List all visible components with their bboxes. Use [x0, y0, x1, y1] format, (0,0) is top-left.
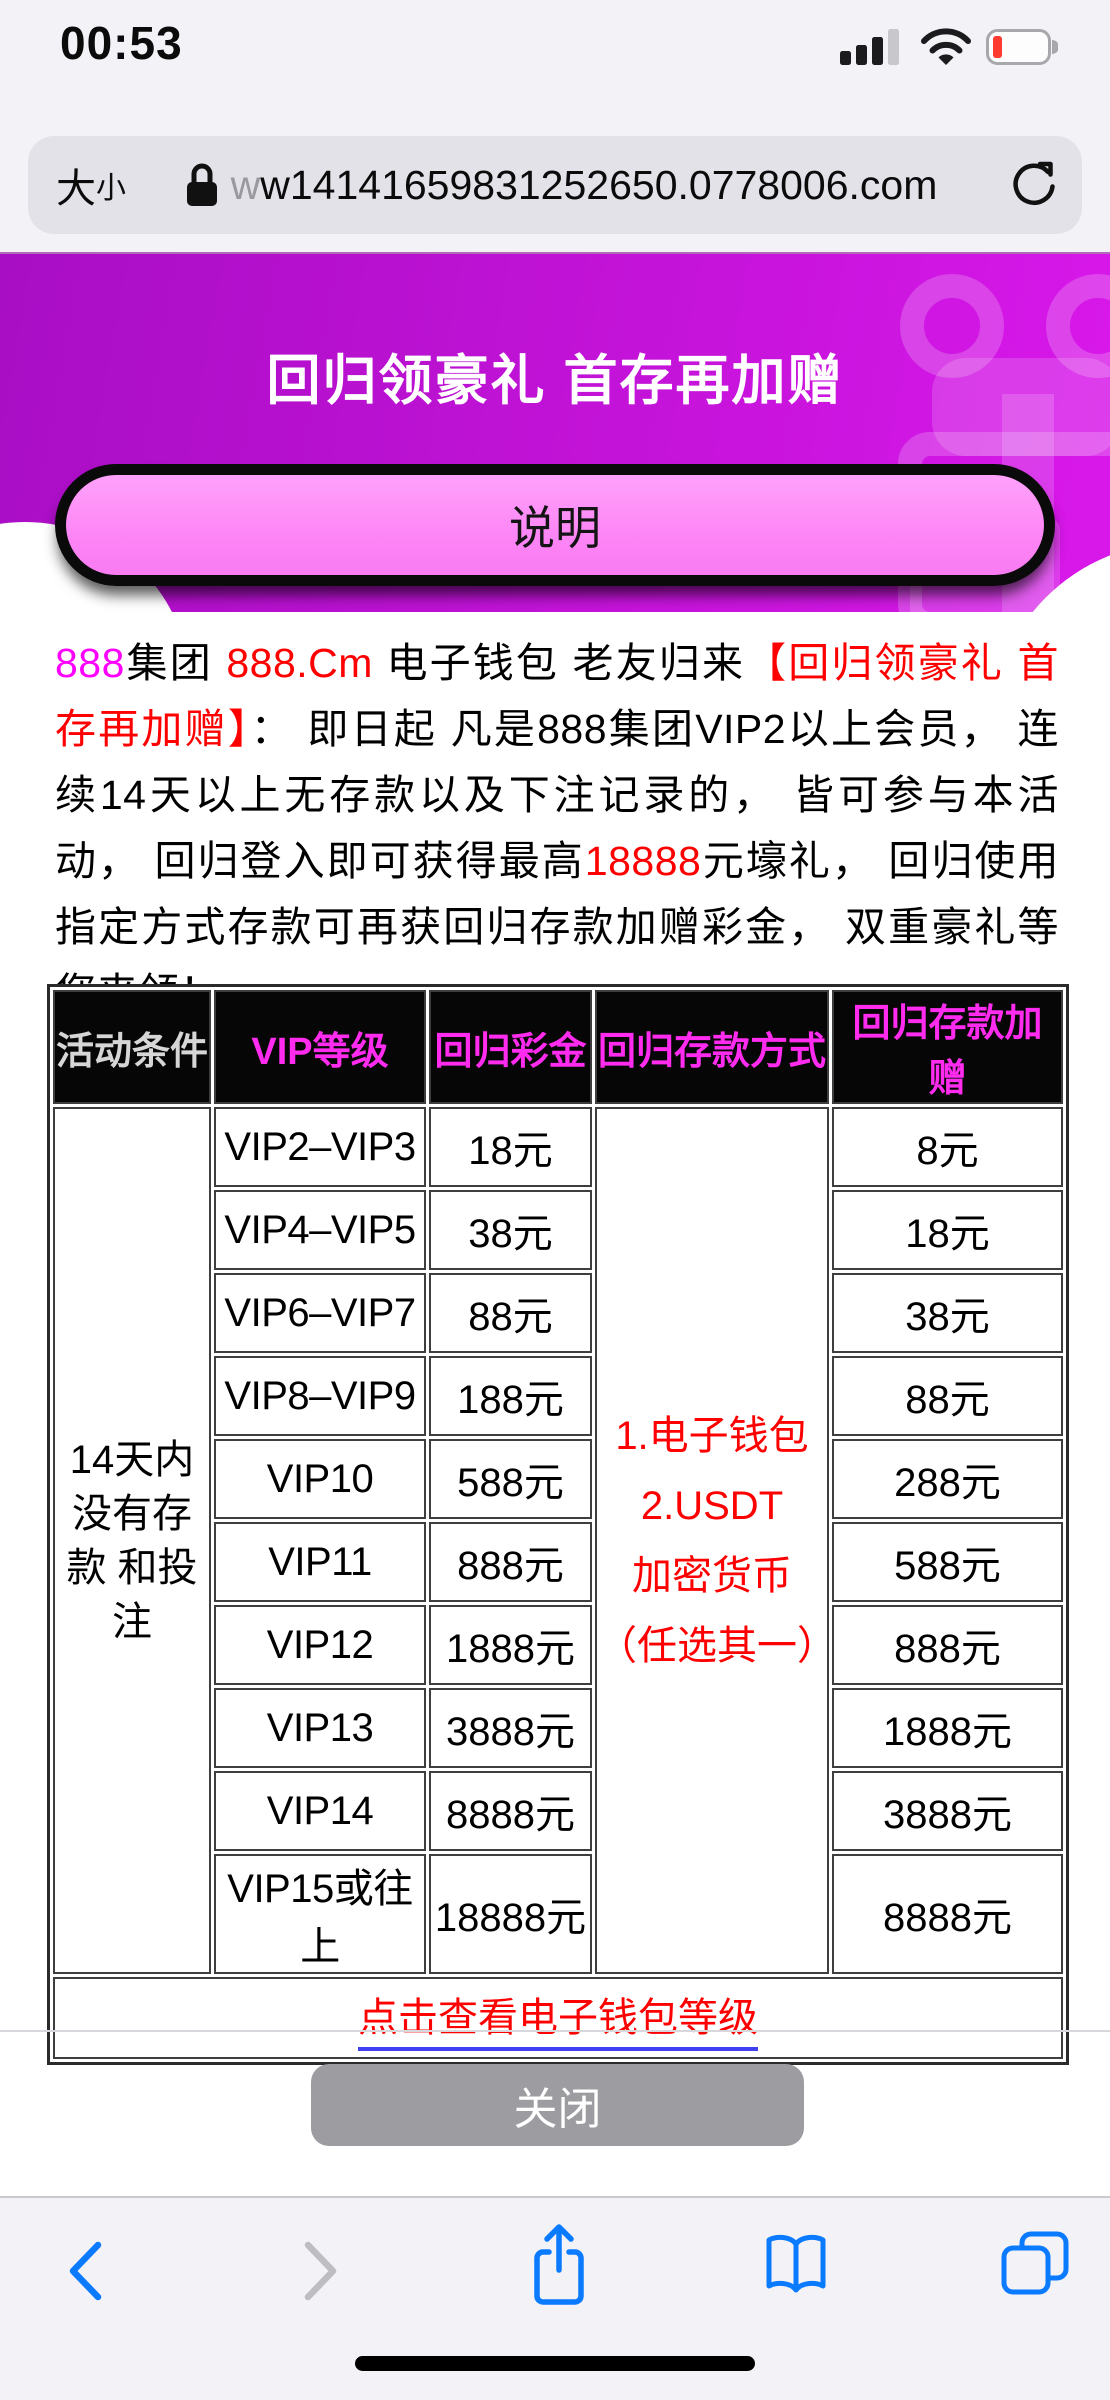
intro-segment: ： 即日起 凡是888集团VIP2以上会员， 连续14天以上无存款以及下注记录的…	[55, 706, 1059, 884]
header-condition: 活动条件	[53, 990, 211, 1104]
table-row: VIP13 3888元 1888元	[53, 1688, 1063, 1768]
close-button[interactable]: 关闭	[311, 2064, 804, 2146]
vip-bonus-table: 活动条件 VIP等级 回归彩金 回归存款方式 回归存款加赠 14天内 没有存款 …	[47, 984, 1069, 2065]
status-bar: 00:53	[0, 0, 1110, 128]
intro-segment: 888	[55, 640, 125, 686]
bookmarks-icon[interactable]	[762, 2232, 830, 2298]
home-indicator[interactable]	[355, 2356, 755, 2371]
battery-low-icon	[986, 29, 1058, 65]
text-size-button[interactable]: 大小	[56, 167, 126, 211]
address-bar[interactable]: 大小 ww14141659831252650.0778006.com	[28, 136, 1082, 234]
info-button[interactable]: 说明	[55, 464, 1055, 586]
divider	[0, 2030, 1110, 2032]
header-deposit-extra: 回归存款加赠	[832, 990, 1063, 1104]
promo-hero-banner: 回归领豪礼 首存再加赠 说明	[0, 252, 1110, 612]
lock-icon[interactable]	[183, 160, 221, 210]
wifi-icon	[920, 28, 972, 66]
cellular-signal-icon	[840, 29, 906, 65]
tabs-icon[interactable]	[1000, 2230, 1070, 2298]
table-row: VIP11 888元 588元	[53, 1522, 1063, 1602]
deposit-method-cell: 1.电子钱包 2.USDT 加密货币 （任选其一）	[595, 1107, 829, 1974]
condition-cell: 14天内 没有存款 和投注	[53, 1107, 211, 1974]
table-row: VIP4–VIP5 38元 18元	[53, 1190, 1063, 1270]
wallet-level-link[interactable]: 点击查看电子钱包等级	[358, 1985, 758, 2051]
back-icon[interactable]	[66, 2240, 106, 2302]
header-deposit-method: 回归存款方式	[595, 990, 829, 1104]
intro-segment: 集团	[124, 640, 227, 686]
table-row: VIP15或往上 18888元 8888元	[53, 1854, 1063, 1974]
intro-segment: 【回归领豪礼 首存再加赠】	[55, 640, 1059, 752]
table-row: VIP6–VIP7 88元 38元	[53, 1273, 1063, 1353]
clock: 00:53	[60, 17, 183, 69]
table-row: VIP8–VIP9 188元 88元	[53, 1356, 1063, 1436]
promo-title: 回归领豪礼 首存再加赠	[266, 351, 844, 411]
intro-segment: 18888	[584, 838, 702, 884]
header-return-bonus: 回归彩金	[429, 990, 592, 1104]
url-bar-row: 大小 ww14141659831252650.0778006.com	[0, 128, 1110, 252]
reload-icon[interactable]	[1006, 160, 1056, 210]
table-row: VIP14 8888元 3888元	[53, 1771, 1063, 1851]
table-header-row: 活动条件 VIP等级 回归彩金 回归存款方式 回归存款加赠	[53, 990, 1063, 1104]
table-row: VIP12 1888元 888元	[53, 1605, 1063, 1685]
header-vip-level: VIP等级	[214, 990, 426, 1104]
forward-icon[interactable]	[300, 2240, 340, 2302]
promo-description: 888集团 888.Cm 电子钱包 老友归来【回归领豪礼 首存再加赠】： 即日起…	[55, 630, 1059, 1026]
share-icon[interactable]	[528, 2222, 590, 2310]
table-footer-row: 点击查看电子钱包等级	[53, 1977, 1063, 2059]
table-row: VIP10 588元 288元	[53, 1439, 1063, 1519]
url-text: ww14141659831252650.0778006.com	[230, 161, 938, 208]
table-row: 14天内 没有存款 和投注 VIP2–VIP3 18元 1.电子钱包 2.USD…	[53, 1107, 1063, 1974]
intro-segment: 电子钱包 老友归来	[372, 640, 746, 686]
intro-segment: 888.Cm	[226, 640, 373, 686]
